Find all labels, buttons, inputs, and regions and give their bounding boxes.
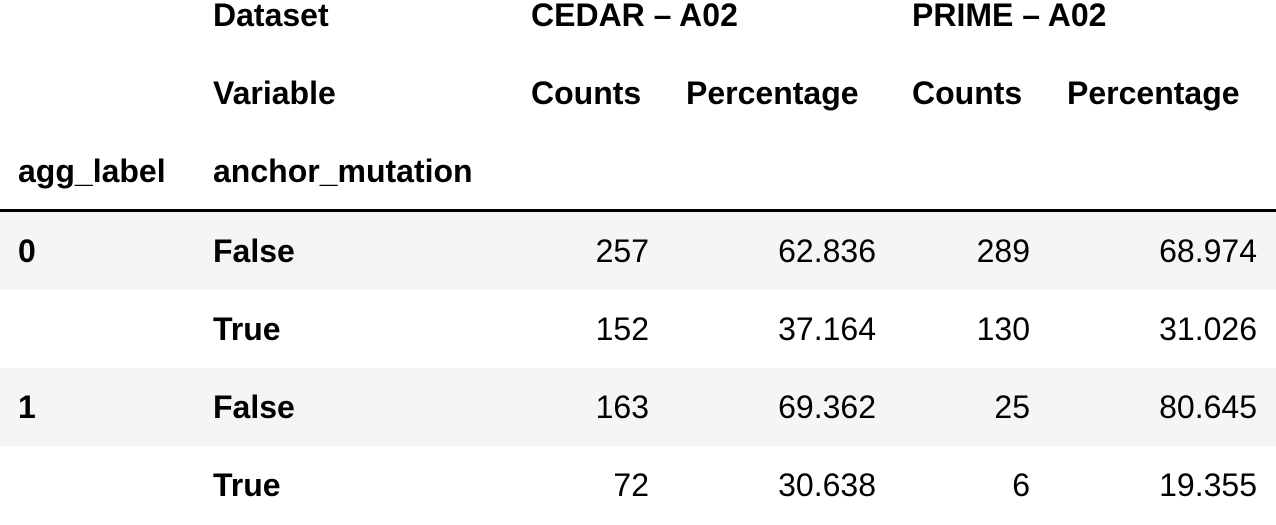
cell-cedar-counts: 257 [595, 233, 649, 269]
cell-prime-counts: 25 [994, 389, 1030, 425]
header-column-counts: Counts [912, 75, 1023, 111]
cell-cedar-counts: 152 [595, 311, 649, 347]
header-row-variable: Variable Counts Percentage Counts Percen… [0, 54, 1276, 132]
header-column-counts: Counts [531, 75, 642, 111]
table-row: True 72 30.638 6 19.355 [0, 446, 1276, 524]
cell-cedar-percentage: 37.164 [778, 311, 876, 347]
cell-prime-percentage: 68.974 [1159, 233, 1257, 269]
cell-cedar-percentage: 62.836 [778, 233, 876, 269]
header-dataset-label: Dataset [213, 0, 329, 33]
cell-prime-percentage: 31.026 [1159, 311, 1257, 347]
cell-cedar-counts: 72 [613, 467, 649, 503]
row-anchor-mutation: True [213, 311, 281, 347]
header-column-percentage: Percentage [686, 75, 859, 111]
row-anchor-mutation: False [213, 233, 295, 269]
cell-prime-counts: 6 [1012, 467, 1030, 503]
cell-cedar-counts: 163 [595, 389, 649, 425]
header-divider [0, 209, 1276, 212]
table-row: 0 False 257 62.836 289 68.974 [0, 212, 1276, 290]
cell-prime-percentage: 19.355 [1159, 467, 1257, 503]
cell-prime-counts: 289 [976, 233, 1030, 269]
row-anchor-mutation: True [213, 467, 281, 503]
header-row-index-names: agg_label anchor_mutation [0, 132, 1276, 210]
table-row: 1 False 163 69.362 25 80.645 [0, 368, 1276, 446]
row-agg-label: 1 [18, 389, 36, 425]
table-row: True 152 37.164 130 31.026 [0, 290, 1276, 368]
row-anchor-mutation: False [213, 389, 295, 425]
cell-cedar-percentage: 69.362 [778, 389, 876, 425]
cell-prime-percentage: 80.645 [1159, 389, 1257, 425]
header-group-prime: PRIME – A02 [912, 0, 1107, 33]
header-row-dataset: Dataset CEDAR – A02 PRIME – A02 [0, 0, 1276, 54]
row-agg-label: 0 [18, 233, 36, 269]
index-name-agg-label: agg_label [18, 153, 166, 189]
header-group-cedar: CEDAR – A02 [531, 0, 738, 33]
cell-prime-counts: 130 [976, 311, 1030, 347]
index-name-anchor-mutation: anchor_mutation [213, 153, 473, 189]
header-column-percentage: Percentage [1067, 75, 1240, 111]
cell-cedar-percentage: 30.638 [778, 467, 876, 503]
header-variable-label: Variable [213, 75, 336, 111]
